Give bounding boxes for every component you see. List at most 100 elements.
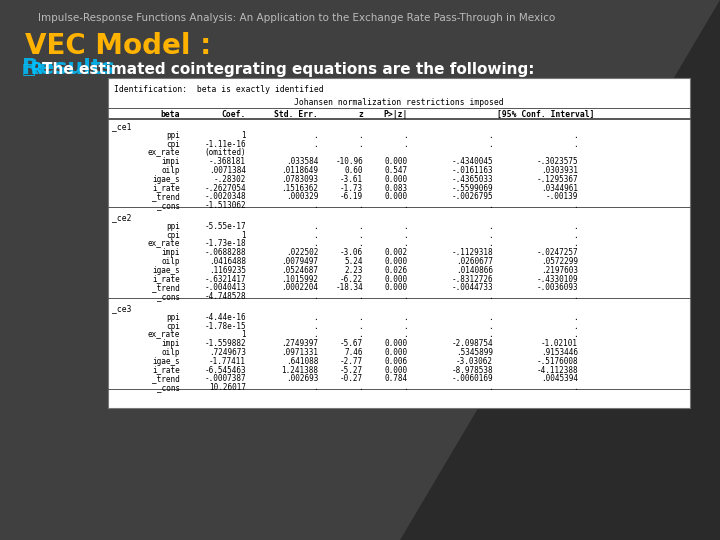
Polygon shape: [400, 0, 720, 540]
Text: Johansen normalization restrictions imposed: Johansen normalization restrictions impo…: [294, 98, 504, 107]
Text: .: .: [359, 292, 363, 301]
Text: -.0161163: -.0161163: [451, 166, 493, 175]
Text: 0.026: 0.026: [385, 266, 408, 275]
Text: 0.000: 0.000: [385, 339, 408, 348]
Text: VEC Model :: VEC Model :: [25, 32, 211, 60]
Text: .: .: [313, 322, 318, 330]
Text: -.5176008: -.5176008: [536, 357, 578, 366]
Text: 0.006: 0.006: [385, 357, 408, 366]
Text: -5.67: -5.67: [340, 339, 363, 348]
Text: 10.26017: 10.26017: [209, 383, 246, 392]
Text: .: .: [488, 222, 493, 231]
Text: .0071384: .0071384: [209, 166, 246, 175]
Text: _trend: _trend: [152, 192, 180, 201]
Text: .: .: [403, 313, 408, 322]
Text: cpi: cpi: [166, 231, 180, 240]
Text: .: .: [573, 292, 578, 301]
Text: -3.61: -3.61: [340, 175, 363, 184]
Text: Results: Results: [22, 58, 114, 78]
Text: .5345899: .5345899: [456, 348, 493, 357]
Text: .: .: [488, 322, 493, 330]
Text: 1: 1: [241, 131, 246, 140]
Text: -5.27: -5.27: [340, 366, 363, 375]
Text: impi: impi: [161, 248, 180, 257]
Text: -3.06: -3.06: [340, 248, 363, 257]
Text: .: .: [359, 231, 363, 240]
Text: -6.19: -6.19: [340, 192, 363, 201]
Text: .: .: [573, 231, 578, 240]
Text: .: .: [313, 140, 318, 149]
Text: -4.748528: -4.748528: [204, 292, 246, 301]
Text: impi: impi: [161, 157, 180, 166]
Text: oilp: oilp: [161, 257, 180, 266]
Text: cpi: cpi: [166, 140, 180, 149]
Text: Coef.: Coef.: [222, 110, 246, 119]
Text: -.0040413: -.0040413: [204, 284, 246, 292]
Text: 0.000: 0.000: [385, 275, 408, 284]
Text: Impulse-Response Functions Analysis: An Application to the Exchange Rate Pass-Th: Impulse-Response Functions Analysis: An …: [38, 13, 555, 23]
Text: .: .: [313, 239, 318, 248]
Text: ex_rate: ex_rate: [148, 239, 180, 248]
Text: igae_s: igae_s: [152, 175, 180, 184]
Text: .033584: .033584: [286, 157, 318, 166]
Text: .9153446: .9153446: [541, 348, 578, 357]
Text: .: .: [488, 330, 493, 340]
Text: 0.083: 0.083: [385, 184, 408, 193]
Text: -2.098754: -2.098754: [451, 339, 493, 348]
Text: -6.22: -6.22: [340, 275, 363, 284]
Text: -.4340045: -.4340045: [451, 157, 493, 166]
Text: -10.96: -10.96: [336, 157, 363, 166]
Text: -8.978538: -8.978538: [451, 366, 493, 375]
Text: .0572299: .0572299: [541, 257, 578, 266]
Text: (omitted): (omitted): [204, 148, 246, 157]
Text: .: .: [359, 201, 363, 210]
Text: .: .: [359, 131, 363, 140]
Text: ex_rate: ex_rate: [148, 330, 180, 340]
Text: Identification:  beta is exactly identified: Identification: beta is exactly identifi…: [114, 85, 323, 94]
Text: .000329: .000329: [286, 192, 318, 201]
Text: .: .: [359, 330, 363, 340]
Text: -1.73e-18: -1.73e-18: [204, 239, 246, 248]
Text: P>|z|: P>|z|: [384, 110, 408, 119]
Text: .: .: [488, 140, 493, 149]
Text: -.00139: -.00139: [546, 192, 578, 201]
Text: igae_s: igae_s: [152, 357, 180, 366]
Text: .: .: [403, 330, 408, 340]
Text: .002693: .002693: [286, 374, 318, 383]
Text: -.5599069: -.5599069: [451, 184, 493, 193]
Text: .2197603: .2197603: [541, 266, 578, 275]
Text: 0.547: 0.547: [385, 166, 408, 175]
Text: 0.000: 0.000: [385, 366, 408, 375]
Text: -0.27: -0.27: [340, 374, 363, 383]
Text: .: .: [573, 322, 578, 330]
Text: -.28302: -.28302: [214, 175, 246, 184]
Text: [95% Conf. Interval]: [95% Conf. Interval]: [497, 110, 594, 119]
Text: .0524687: .0524687: [281, 266, 318, 275]
Text: -1.02101: -1.02101: [541, 339, 578, 348]
Text: .: .: [313, 383, 318, 392]
Text: .: .: [313, 201, 318, 210]
Text: .: .: [403, 239, 408, 248]
Text: .: .: [403, 140, 408, 149]
Text: -1.77411: -1.77411: [209, 357, 246, 366]
Text: -.0044733: -.0044733: [451, 284, 493, 292]
Text: .: .: [488, 231, 493, 240]
Text: □: □: [22, 62, 37, 77]
Text: -3.03062: -3.03062: [456, 357, 493, 366]
Text: .: .: [573, 239, 578, 248]
Text: 0.000: 0.000: [385, 175, 408, 184]
Text: .: .: [313, 231, 318, 240]
Text: _ce2: _ce2: [112, 213, 132, 222]
Text: Std. Err.: Std. Err.: [274, 110, 318, 119]
Text: .: .: [488, 239, 493, 248]
Text: .: .: [403, 222, 408, 231]
Text: -.4330109: -.4330109: [536, 275, 578, 284]
Text: -6.545463: -6.545463: [204, 366, 246, 375]
Text: i_rate: i_rate: [152, 366, 180, 375]
Text: .0002204: .0002204: [281, 284, 318, 292]
Text: .: .: [313, 330, 318, 340]
Text: 1: 1: [241, 330, 246, 340]
FancyBboxPatch shape: [108, 78, 690, 408]
Text: .: .: [403, 201, 408, 210]
Text: oilp: oilp: [161, 166, 180, 175]
